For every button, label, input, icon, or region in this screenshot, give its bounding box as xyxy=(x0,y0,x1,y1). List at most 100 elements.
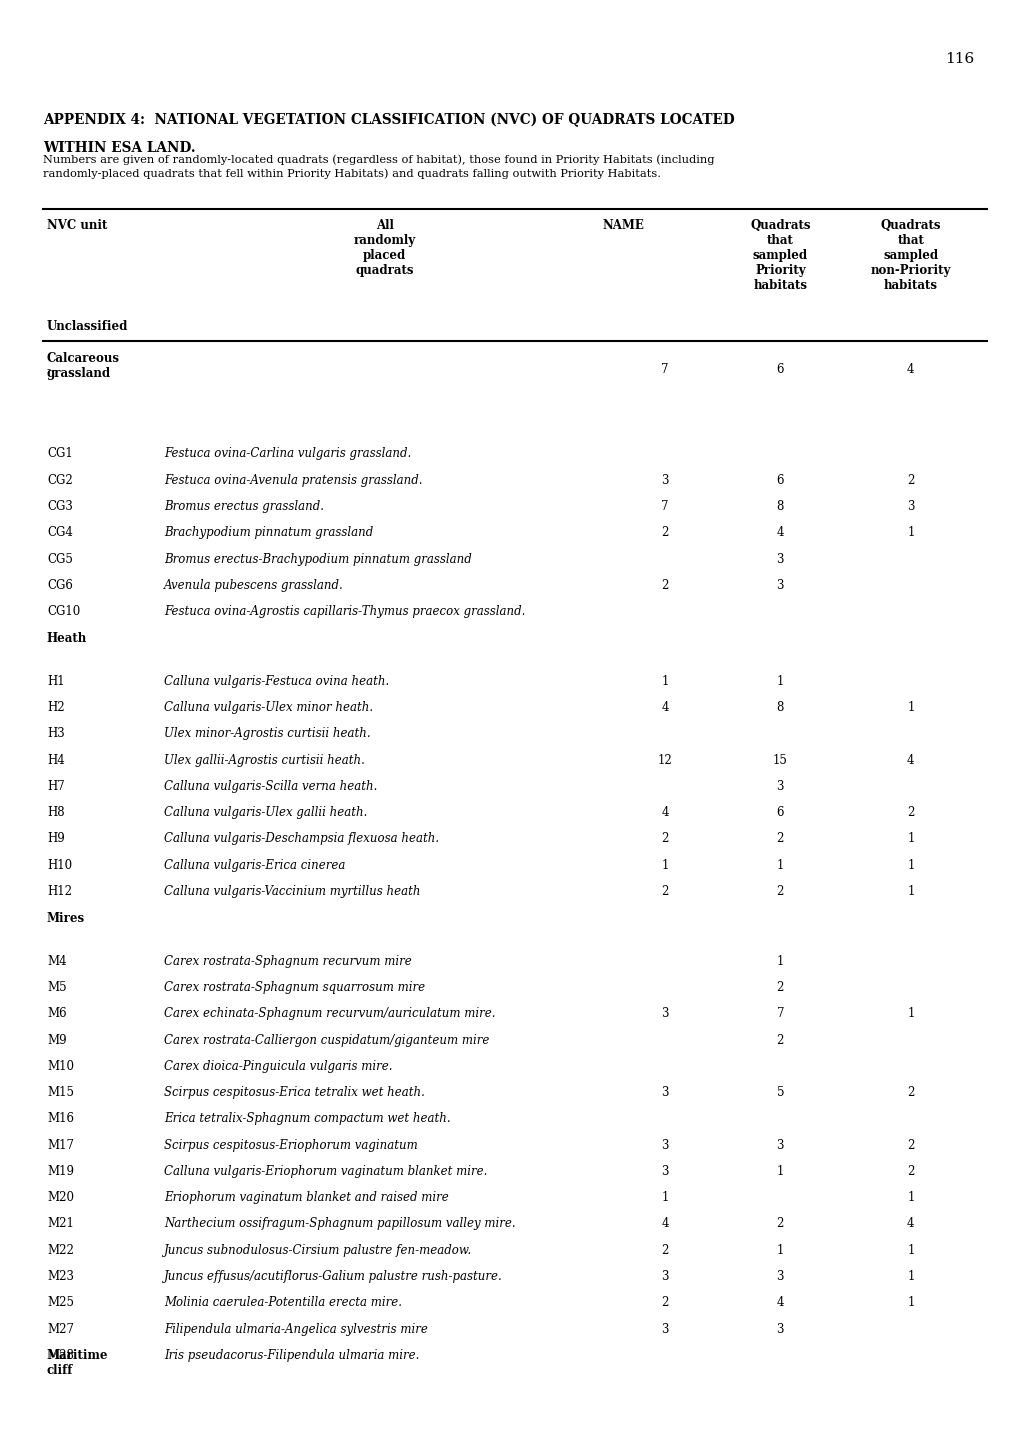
Text: M19: M19 xyxy=(47,1165,73,1177)
Text: Narthecium ossifragum-Sphagnum papillosum valley mire.: Narthecium ossifragum-Sphagnum papillosu… xyxy=(164,1218,516,1231)
Text: M21: M21 xyxy=(47,1218,73,1231)
Text: 1: 1 xyxy=(906,527,914,540)
Text: 3: 3 xyxy=(660,1165,668,1177)
Text: Maritime
cliff: Maritime cliff xyxy=(47,1349,108,1378)
Text: H9: H9 xyxy=(47,833,64,846)
Text: 1: 1 xyxy=(775,675,784,688)
Text: 2: 2 xyxy=(775,1033,784,1046)
Text: H10: H10 xyxy=(47,859,72,872)
Text: Festuca ovina-Carlina vulgaris grassland.: Festuca ovina-Carlina vulgaris grassland… xyxy=(164,447,411,460)
Text: 2: 2 xyxy=(906,473,914,486)
Text: 2: 2 xyxy=(660,1296,668,1309)
Text: Calluna vulgaris-Eriophorum vaginatum blanket mire.: Calluna vulgaris-Eriophorum vaginatum bl… xyxy=(164,1165,487,1177)
Text: CG10: CG10 xyxy=(47,605,81,618)
Text: 1: 1 xyxy=(906,833,914,846)
Text: 3: 3 xyxy=(775,1270,784,1283)
Text: 2: 2 xyxy=(775,981,784,994)
Text: Festuca ovina-Avenula pratensis grassland.: Festuca ovina-Avenula pratensis grasslan… xyxy=(164,473,422,486)
Text: Calcareous
grassland: Calcareous grassland xyxy=(47,352,120,380)
Text: Erica tetralix-Sphagnum compactum wet heath.: Erica tetralix-Sphagnum compactum wet he… xyxy=(164,1113,450,1126)
Text: Carex rostrata-Sphagnum recurvum mire: Carex rostrata-Sphagnum recurvum mire xyxy=(164,955,412,968)
Text: 1: 1 xyxy=(906,885,914,898)
Text: Carex echinata-Sphagnum recurvum/auriculatum mire.: Carex echinata-Sphagnum recurvum/auricul… xyxy=(164,1007,495,1020)
Text: M22: M22 xyxy=(47,1244,73,1257)
Text: M20: M20 xyxy=(47,1192,73,1205)
Text: Iris pseudacorus-Filipendula ulmaria mire.: Iris pseudacorus-Filipendula ulmaria mir… xyxy=(164,1349,419,1362)
Text: 4: 4 xyxy=(906,1218,914,1231)
Text: 4: 4 xyxy=(660,701,668,714)
Text: 4: 4 xyxy=(906,364,914,377)
Text: 1: 1 xyxy=(775,1244,784,1257)
Text: 2: 2 xyxy=(660,833,668,846)
Text: 15: 15 xyxy=(772,753,787,766)
Text: 4: 4 xyxy=(660,807,668,820)
Text: 1: 1 xyxy=(906,701,914,714)
Text: 1: 1 xyxy=(660,675,668,688)
Text: 3: 3 xyxy=(660,1323,668,1336)
Text: 1: 1 xyxy=(775,859,784,872)
Text: 3: 3 xyxy=(906,501,914,514)
Text: Ulex gallii-Agrostis curtisii heath.: Ulex gallii-Agrostis curtisii heath. xyxy=(164,753,365,766)
Text: 2: 2 xyxy=(906,1165,914,1177)
Text: 2: 2 xyxy=(660,885,668,898)
Text: NVC unit: NVC unit xyxy=(47,219,107,232)
Text: Calluna vulgaris-Deschampsia flexuosa heath.: Calluna vulgaris-Deschampsia flexuosa he… xyxy=(164,833,439,846)
Text: H1: H1 xyxy=(47,675,64,688)
Text: 1: 1 xyxy=(660,859,668,872)
Text: 2: 2 xyxy=(775,833,784,846)
Text: 6: 6 xyxy=(775,807,784,820)
Text: 3: 3 xyxy=(660,1087,668,1100)
Text: M28: M28 xyxy=(47,1349,73,1362)
Text: All
randomly
placed
quadrats: All randomly placed quadrats xyxy=(354,219,415,277)
Text: 1: 1 xyxy=(906,1270,914,1283)
Text: 1: 1 xyxy=(906,1244,914,1257)
Text: Brachypodium pinnatum grassland: Brachypodium pinnatum grassland xyxy=(164,527,373,540)
Text: CG3: CG3 xyxy=(47,501,72,514)
Text: CG1: CG1 xyxy=(47,447,72,460)
Text: H7: H7 xyxy=(47,781,64,794)
Text: H3: H3 xyxy=(47,727,64,740)
Text: Festuca ovina-Agrostis capillaris-Thymus praecox grassland.: Festuca ovina-Agrostis capillaris-Thymus… xyxy=(164,605,525,618)
Text: Carex rostrata-Calliergon cuspidatum/giganteum mire: Carex rostrata-Calliergon cuspidatum/gig… xyxy=(164,1033,489,1046)
Text: Juncus subnodulosus-Cirsium palustre fen-meadow.: Juncus subnodulosus-Cirsium palustre fen… xyxy=(164,1244,472,1257)
Text: Juncus effusus/acutiflorus-Galium palustre rush-pasture.: Juncus effusus/acutiflorus-Galium palust… xyxy=(164,1270,502,1283)
Text: Scirpus cespitosus-Eriophorum vaginatum: Scirpus cespitosus-Eriophorum vaginatum xyxy=(164,1139,418,1152)
Text: H12: H12 xyxy=(47,885,72,898)
Text: Calluna vulgaris-Festuca ovina heath.: Calluna vulgaris-Festuca ovina heath. xyxy=(164,675,389,688)
Text: Calluna vulgaris-Ulex minor heath.: Calluna vulgaris-Ulex minor heath. xyxy=(164,701,373,714)
Text: 1: 1 xyxy=(660,1192,668,1205)
Text: Bromus erectus grassland.: Bromus erectus grassland. xyxy=(164,501,324,514)
Text: 1: 1 xyxy=(906,1192,914,1205)
Text: M6: M6 xyxy=(47,1007,66,1020)
Text: 2: 2 xyxy=(906,1087,914,1100)
Text: -: - xyxy=(47,364,51,377)
Text: Quadrats
that
sampled
Priority
habitats: Quadrats that sampled Priority habitats xyxy=(749,219,810,293)
Text: 2: 2 xyxy=(906,807,914,820)
Text: 2: 2 xyxy=(660,579,668,592)
Text: Molinia caerulea-Potentilla erecta mire.: Molinia caerulea-Potentilla erecta mire. xyxy=(164,1296,401,1309)
Text: Numbers are given of randomly-located quadrats (regardless of habitat), those fo: Numbers are given of randomly-located qu… xyxy=(43,154,713,179)
Text: 1: 1 xyxy=(906,859,914,872)
Text: 3: 3 xyxy=(660,473,668,486)
Text: Scirpus cespitosus-Erica tetralix wet heath.: Scirpus cespitosus-Erica tetralix wet he… xyxy=(164,1087,425,1100)
Text: 3: 3 xyxy=(775,579,784,592)
Text: Heath: Heath xyxy=(47,632,87,645)
Text: 7: 7 xyxy=(775,1007,784,1020)
Text: 2: 2 xyxy=(660,527,668,540)
Text: CG2: CG2 xyxy=(47,473,72,486)
Text: 4: 4 xyxy=(906,753,914,766)
Text: M4: M4 xyxy=(47,955,66,968)
Text: WITHIN ESA LAND.: WITHIN ESA LAND. xyxy=(43,141,196,156)
Text: 116: 116 xyxy=(944,52,973,66)
Text: Quadrats
that
sampled
non-Priority
habitats: Quadrats that sampled non-Priority habit… xyxy=(870,219,950,293)
Text: Calluna vulgaris-Scilla verna heath.: Calluna vulgaris-Scilla verna heath. xyxy=(164,781,377,794)
Text: 8: 8 xyxy=(775,701,784,714)
Text: Unclassified: Unclassified xyxy=(47,320,128,333)
Text: 1: 1 xyxy=(906,1007,914,1020)
Text: M23: M23 xyxy=(47,1270,73,1283)
Text: 2: 2 xyxy=(660,1244,668,1257)
Text: 2: 2 xyxy=(775,885,784,898)
Text: M5: M5 xyxy=(47,981,66,994)
Text: Calluna vulgaris-Erica cinerea: Calluna vulgaris-Erica cinerea xyxy=(164,859,345,872)
Text: CG4: CG4 xyxy=(47,527,72,540)
